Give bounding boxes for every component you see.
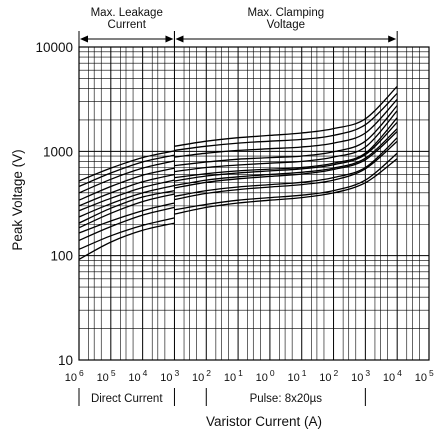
leakage-curve-8 [78,179,175,212]
top-region-label: Max. Leakage [91,7,163,19]
clamping-curve-1 [174,158,398,215]
y-tick-label: 100 [50,249,73,264]
x-tick-exponent: 2 [206,368,211,378]
plot-frame [78,46,430,361]
x-tick-label: 10 1 [287,368,306,384]
clamping-curve-9 [174,110,398,173]
x-tick-label: 10 5 [415,368,434,384]
x-tick-label: 10 0 [256,368,275,384]
y-tick-label: 1000 [43,144,73,159]
x-tick-exponent: 1 [238,368,243,378]
clamping-curve-8 [174,117,398,179]
bottom-region-2: Pulse: 8x20µs [205,388,366,406]
x-tick-base: 10 [224,372,236,384]
x-tick-base: 10 [287,372,299,384]
x-tick-label: 10 4 [383,368,402,384]
y-tick-label: 10000 [35,40,73,55]
clamping-curve-10 [174,105,398,167]
x-tick-base: 10 [351,372,363,384]
bottom-region-annotations: Direct Current Pulse: 8x20µs [78,388,366,406]
x-tick-exponent: 6 [79,368,84,378]
x-tick-exponent: 5 [429,368,434,378]
y-axis-label: Peak Voltage (V) [10,149,25,250]
grid [78,47,429,361]
x-tick-label: 10 2 [192,368,211,384]
clamping-curve-12 [174,92,398,152]
bottom-region-label: Direct Current [91,393,163,405]
leakage-curve-2 [78,217,175,250]
x-tick-exponent: 0 [270,368,275,378]
leakage-curve-13 [78,150,175,182]
x-tick-exponent: 3 [174,368,179,378]
x-tick-base: 10 [415,372,427,384]
leakage-curve-12 [78,154,175,188]
y-tick-labels: 10 100 1000 10000 [35,40,73,368]
x-tick-base: 10 [160,372,172,384]
y-tick-label: 10 [58,353,73,368]
arrowhead-right [388,35,397,43]
leakage-curve-5 [78,193,175,229]
clamping-curve-4 [174,137,398,198]
x-tick-base: 10 [97,372,109,384]
x-tick-label: 10 6 [65,368,84,384]
x-tick-base: 10 [256,372,268,384]
x-tick-label: 10 3 [351,368,370,384]
x-tick-base: 10 [319,372,331,384]
curves [78,85,398,260]
clamping-curve-7 [174,121,398,182]
top-region-label: Current [108,19,147,31]
x-tick-exponent: 4 [397,368,402,378]
x-tick-base: 10 [65,372,77,384]
x-tick-exponent: 1 [302,368,307,378]
x-tick-base: 10 [383,372,395,384]
x-tick-base: 10 [192,372,204,384]
x-axis-label: Varistor Current (A) [206,414,322,429]
clamping-curve-13 [174,85,398,147]
clamping-curve-6 [174,128,398,187]
x-tick-exponent: 4 [143,368,148,378]
x-tick-label: 10 3 [160,368,179,384]
clamping-curve-5 [174,131,398,189]
x-tick-exponent: 5 [111,368,116,378]
leakage-curve-6 [78,189,175,224]
leakage-curve-10 [78,167,175,201]
x-tick-label: 10 4 [128,368,147,384]
clamping-curve-3 [174,140,398,201]
top-region-label: Voltage [267,19,305,31]
x-tick-exponent: 2 [334,368,339,378]
arrowhead-left [175,35,184,43]
top-region-label: Max. Clamping [247,7,324,19]
x-tick-label: 10 5 [97,368,116,384]
leakage-curve-1 [78,222,175,260]
leakage-curve-7 [78,184,175,218]
x-tick-labels: 10 6 10 5 10 4 10 3 10 2 10 1 10 0 10 1 10 2 10 3 10 4 10 5 [65,368,434,384]
x-tick-base: 10 [128,372,140,384]
arrowhead-left [80,35,88,43]
clamping-curve-11 [174,98,398,158]
x-tick-exponent: 3 [365,368,370,378]
bottom-region-1: Direct Current [78,388,175,406]
leakage-curve-4 [78,202,175,234]
leakage-curve-9 [78,173,175,207]
clamping-curve-2 [174,152,398,211]
leakage-curve-3 [78,206,175,241]
x-tick-label: 10 2 [319,368,338,384]
x-tick-label: 10 1 [224,368,243,384]
leakage-curve-11 [78,160,175,194]
arrowhead-right [165,35,174,43]
bottom-region-label: Pulse: 8x20µs [250,393,323,405]
